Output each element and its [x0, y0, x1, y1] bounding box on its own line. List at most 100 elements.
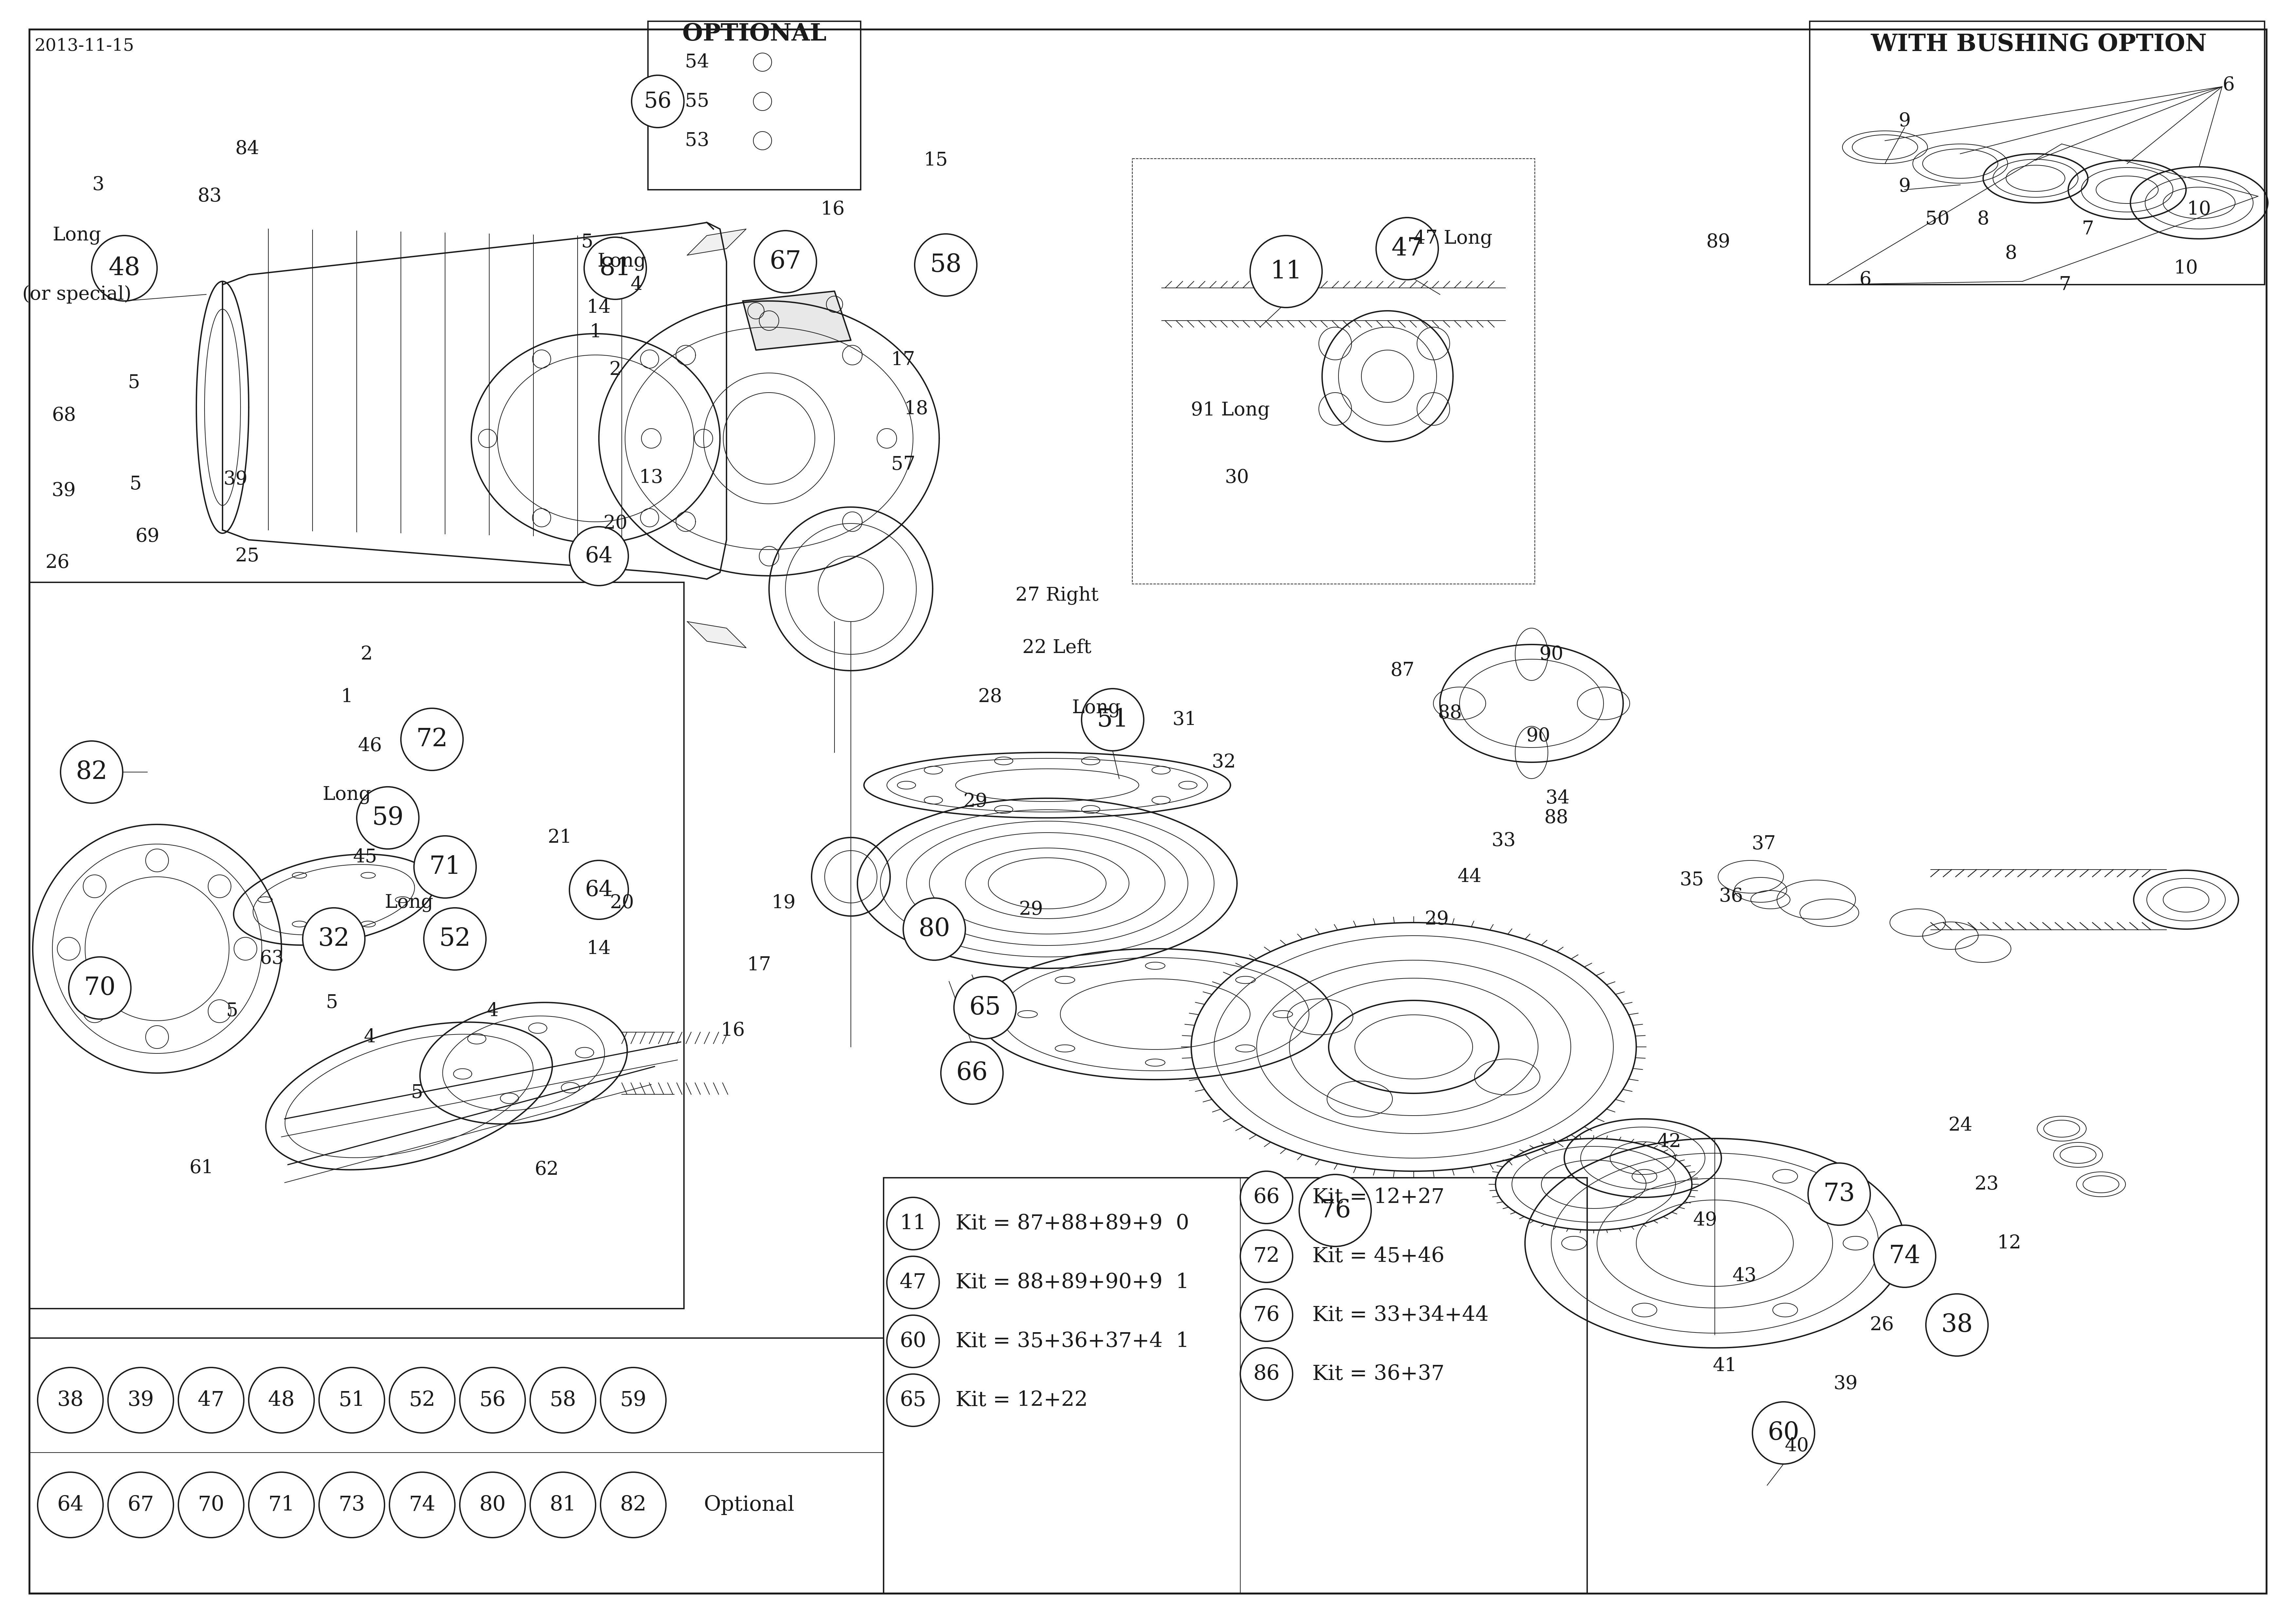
Circle shape [319, 1368, 383, 1433]
Text: 10: 10 [2188, 200, 2211, 219]
Text: 45: 45 [354, 847, 377, 867]
Text: 47: 47 [900, 1272, 925, 1292]
Text: 5: 5 [129, 373, 140, 391]
Text: 4: 4 [631, 276, 643, 294]
Circle shape [356, 787, 418, 849]
Text: 65: 65 [900, 1391, 925, 1410]
Text: 38: 38 [1940, 1313, 1972, 1337]
Text: 5: 5 [131, 476, 142, 493]
Bar [30, 1337, 884, 1594]
Text: WITH BUSHING OPTION: WITH BUSHING OPTION [1871, 32, 2206, 55]
Text: (or special): (or special) [23, 286, 131, 304]
Text: 20: 20 [604, 514, 627, 532]
Text: 12: 12 [1998, 1233, 2020, 1253]
Circle shape [60, 742, 122, 803]
Text: 82: 82 [76, 760, 108, 784]
Text: 46: 46 [358, 737, 381, 755]
Text: 87: 87 [1389, 662, 1414, 680]
Circle shape [914, 234, 976, 295]
Text: 29: 29 [1019, 901, 1042, 919]
Text: 47: 47 [1391, 237, 1424, 261]
Text: 7: 7 [2082, 219, 2094, 239]
Text: 90: 90 [1527, 727, 1550, 745]
Text: 70: 70 [197, 1495, 225, 1514]
Text: 55: 55 [684, 93, 709, 110]
Text: 83: 83 [197, 187, 223, 206]
Text: 1: 1 [340, 688, 354, 706]
Circle shape [390, 1472, 455, 1537]
Circle shape [319, 1472, 383, 1537]
Text: Long: Long [1072, 700, 1120, 717]
Text: 37: 37 [1752, 834, 1777, 854]
Text: 4: 4 [363, 1027, 377, 1047]
Text: 76: 76 [1320, 1198, 1350, 1222]
Text: 9: 9 [1899, 177, 1910, 196]
Text: 2: 2 [608, 360, 622, 378]
Text: 65: 65 [969, 995, 1001, 1019]
Text: 29: 29 [1424, 911, 1449, 928]
Bar [30, 583, 684, 1308]
Text: 17: 17 [891, 351, 916, 368]
Text: 72: 72 [1254, 1246, 1279, 1266]
Text: 84: 84 [234, 140, 259, 157]
Text: 64: 64 [585, 545, 613, 566]
Text: 49: 49 [1692, 1211, 1717, 1230]
Bar [884, 1178, 1587, 1594]
Text: 33: 33 [1492, 831, 1515, 850]
Text: 63: 63 [259, 949, 285, 967]
Text: 59: 59 [620, 1391, 647, 1410]
Text: 16: 16 [820, 200, 845, 219]
Text: 16: 16 [721, 1021, 746, 1040]
Circle shape [179, 1472, 243, 1537]
Text: 62: 62 [535, 1160, 558, 1178]
Text: 32: 32 [1212, 753, 1235, 771]
Text: 19: 19 [771, 894, 797, 912]
Text: 39: 39 [53, 482, 76, 500]
Text: 30: 30 [1224, 469, 1249, 487]
Text: 52: 52 [439, 927, 471, 951]
Text: 5: 5 [581, 234, 592, 252]
Text: 74: 74 [1890, 1245, 1919, 1268]
Text: 13: 13 [638, 469, 664, 487]
Text: Long: Long [597, 253, 645, 271]
Circle shape [569, 527, 629, 586]
Text: 40: 40 [1784, 1436, 1809, 1456]
Text: 7: 7 [2060, 276, 2071, 294]
Circle shape [402, 708, 464, 771]
Text: 81: 81 [599, 256, 631, 281]
Text: 9: 9 [1899, 112, 1910, 130]
Circle shape [886, 1315, 939, 1368]
Text: 71: 71 [269, 1495, 294, 1514]
Circle shape [92, 235, 156, 300]
Circle shape [941, 1042, 1003, 1104]
Text: 64: 64 [585, 880, 613, 901]
Text: 73: 73 [1823, 1182, 1855, 1206]
Text: 67: 67 [769, 250, 801, 274]
Circle shape [530, 1472, 595, 1537]
Bar [1809, 21, 2264, 284]
Circle shape [1240, 1289, 1293, 1341]
Text: 50: 50 [1924, 209, 1949, 229]
Circle shape [459, 1472, 526, 1537]
Text: 68: 68 [53, 406, 76, 425]
Circle shape [1926, 1294, 1988, 1357]
Text: 66: 66 [1254, 1188, 1279, 1208]
Text: Kit = 12+27: Kit = 12+27 [1313, 1188, 1444, 1208]
Text: Long: Long [321, 786, 372, 803]
Text: 74: 74 [409, 1495, 436, 1514]
Circle shape [1240, 1347, 1293, 1401]
Text: 26: 26 [1869, 1316, 1894, 1334]
Text: 88: 88 [1437, 704, 1463, 722]
Text: 6: 6 [2223, 76, 2234, 94]
Text: 51: 51 [338, 1391, 365, 1410]
Text: 6: 6 [1860, 271, 1871, 289]
Text: 67: 67 [126, 1495, 154, 1514]
Text: 14: 14 [588, 299, 611, 316]
Text: 54: 54 [684, 54, 709, 71]
Text: 76: 76 [1254, 1305, 1279, 1324]
Text: Kit = 36+37: Kit = 36+37 [1313, 1363, 1444, 1384]
Text: 39: 39 [223, 471, 248, 489]
Circle shape [303, 907, 365, 971]
Circle shape [953, 977, 1017, 1039]
Text: 56: 56 [480, 1391, 505, 1410]
